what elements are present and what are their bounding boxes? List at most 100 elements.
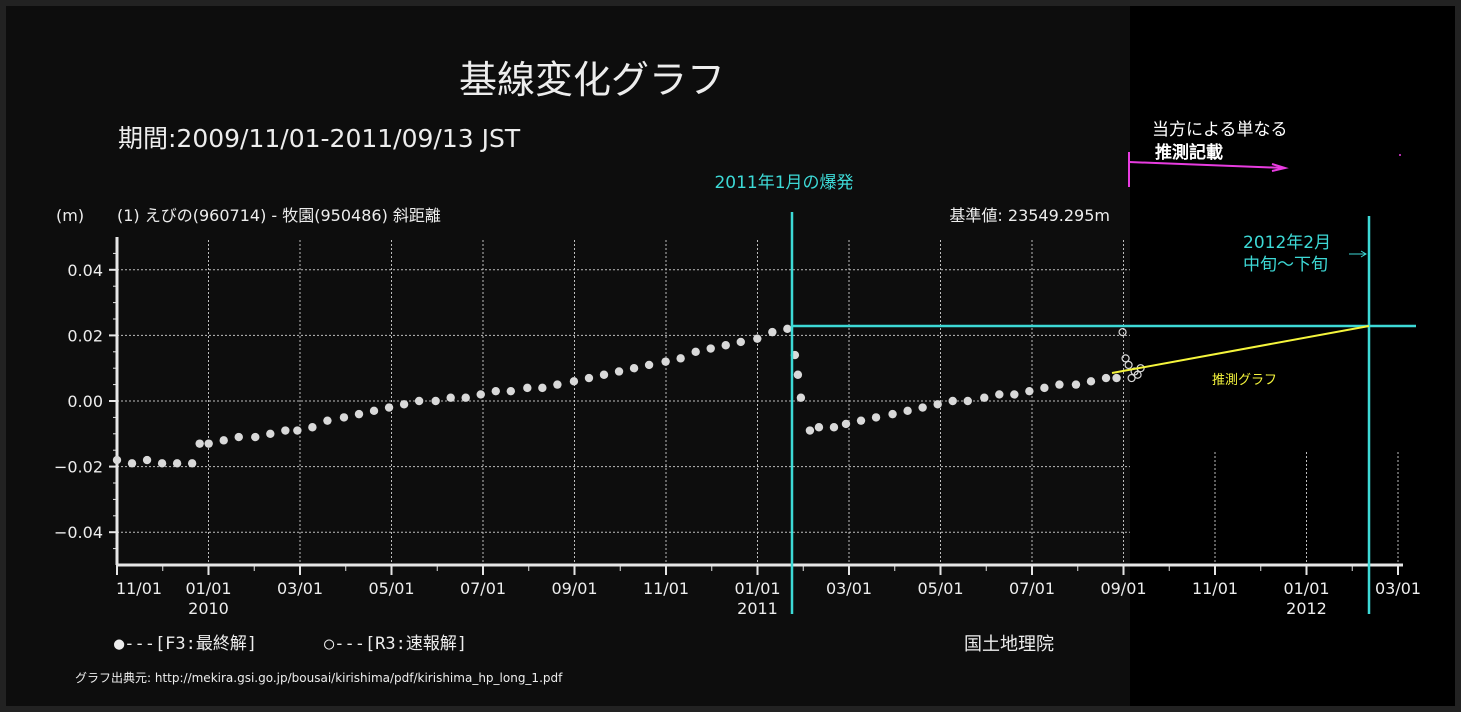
data-point-rapid: [1133, 370, 1142, 379]
source-url: グラフ出典元: http://mekira.gsi.go.jp/bousai/k…: [75, 671, 563, 685]
x-tick-label: 05/01: [917, 579, 963, 598]
y-tick-label: −0.04: [54, 523, 103, 542]
data-point-final: [933, 400, 942, 409]
data-point-final: [127, 459, 137, 468]
data-point-final: [721, 341, 730, 350]
data-point-final: [369, 406, 379, 416]
data-point-final: [195, 439, 204, 448]
data-point-final: [569, 377, 579, 386]
data-point-final: [599, 370, 609, 379]
x-tick-label: 01/01: [185, 579, 231, 598]
data-point-final: [903, 406, 912, 416]
data-point-final: [661, 357, 670, 366]
note-arrow: [1128, 161, 1286, 169]
data-point-final: [308, 423, 317, 432]
data-point-final: [446, 393, 455, 402]
data-point-final: [871, 413, 881, 422]
data-point-final: [753, 334, 762, 343]
data-point-final: [293, 426, 302, 435]
data-point-final: [142, 455, 152, 465]
data-point-final: [614, 367, 624, 376]
data-point-final: [266, 429, 275, 438]
period-label: 期間:2009/11/01-2011/09/13 JST: [118, 124, 521, 153]
data-point-final: [793, 370, 803, 379]
data-point-final: [948, 396, 957, 406]
x-tick-label: 11/01: [1192, 579, 1238, 598]
data-point-final: [323, 416, 332, 425]
chart-background: [6, 6, 1130, 706]
data-point-rapid: [1121, 354, 1130, 363]
data-point-final: [980, 393, 989, 402]
data-point-final: [384, 403, 394, 412]
eruption-label: 2011年1月の爆発: [714, 173, 853, 193]
data-point-final: [1112, 373, 1121, 383]
data-point-final: [841, 419, 851, 429]
data-point-final: [491, 386, 500, 396]
data-point-final: [918, 403, 927, 412]
x-tick-label: 03/01: [277, 579, 323, 598]
note-line-2: 推測記載: [1155, 142, 1223, 163]
y-tick-label: 0.04: [67, 261, 103, 280]
data-point-final: [706, 344, 715, 353]
data-point-final: [644, 360, 654, 370]
y-tick-label: −0.02: [54, 458, 103, 477]
extension-background: [1130, 6, 1455, 706]
data-point-final: [814, 423, 824, 432]
data-point-rapid: [1124, 360, 1133, 370]
data-point-final: [506, 386, 516, 396]
data-point-final: [431, 396, 440, 406]
x-tick-label: 05/01: [368, 579, 414, 598]
data-point-final: [888, 409, 897, 419]
data-point-final: [157, 459, 167, 468]
note-dot: [1399, 154, 1401, 156]
grid-lines: [117, 240, 1399, 565]
data-point-final: [796, 393, 806, 402]
data-point-rapid: [1127, 373, 1136, 383]
y-unit-label: (m): [56, 206, 84, 225]
data-point-final: [523, 383, 532, 393]
forecast-date-label: 2012年2月: [1243, 233, 1331, 253]
data-point-final: [1055, 380, 1064, 389]
note-line-1: 当方による単なる: [1152, 120, 1288, 140]
data-point-final: [1086, 377, 1096, 386]
data-point-final: [995, 390, 1004, 399]
data-point-final: [251, 432, 260, 442]
y-tick-label: 0.02: [67, 326, 103, 345]
chart-title: 基線変化グラフ: [459, 58, 725, 102]
data-point-final: [629, 364, 639, 373]
data-point-final: [736, 337, 745, 347]
data-point-final: [339, 413, 349, 422]
y-tick-labels: 0.04 0.02 0.00 −0.02 −0.04: [54, 261, 103, 542]
data-point-final: [112, 455, 122, 465]
data-point-final: [829, 423, 839, 432]
x-tick-label: 07/01: [1009, 579, 1055, 598]
year-label: 2012: [1286, 599, 1327, 618]
x-tick-label: 07/01: [460, 579, 506, 598]
data-point-final: [856, 416, 866, 425]
reference-value: 基準値: 23549.295m: [949, 206, 1110, 225]
data-point-final: [172, 459, 182, 468]
data-point-final: [461, 393, 470, 402]
x-tick-label: 11/01: [643, 579, 689, 598]
x-tick-label: 01/01: [1283, 579, 1329, 598]
data-point-final: [281, 426, 290, 435]
year-label: 2010: [188, 599, 229, 618]
forecast-graph-label: 推測グラフ: [1212, 373, 1277, 388]
data-point-final: [219, 436, 228, 445]
year-label: 2011: [737, 599, 778, 618]
data-point-final: [476, 390, 485, 399]
data-point-final: [553, 380, 562, 389]
legend-final: ●---[F3:最終解]: [114, 634, 257, 654]
data-point-final: [584, 373, 594, 383]
data-point-final: [399, 400, 409, 409]
x-tick-label: 01/01: [734, 579, 780, 598]
x-tick-label: 11/01: [116, 579, 162, 598]
data-point-final: [204, 439, 213, 448]
x-tick-label: 03/01: [826, 579, 872, 598]
x-tick-labels: 11/01 01/01 03/01 05/01 07/01 09/01 11/01 01/01…: [116, 579, 1421, 598]
year-labels: 2010 2011 2012: [188, 599, 1327, 618]
forecast-period-label: 中旬～下旬: [1243, 255, 1328, 275]
forecast-trend-line: [1111, 325, 1370, 374]
data-point-final: [538, 383, 547, 393]
